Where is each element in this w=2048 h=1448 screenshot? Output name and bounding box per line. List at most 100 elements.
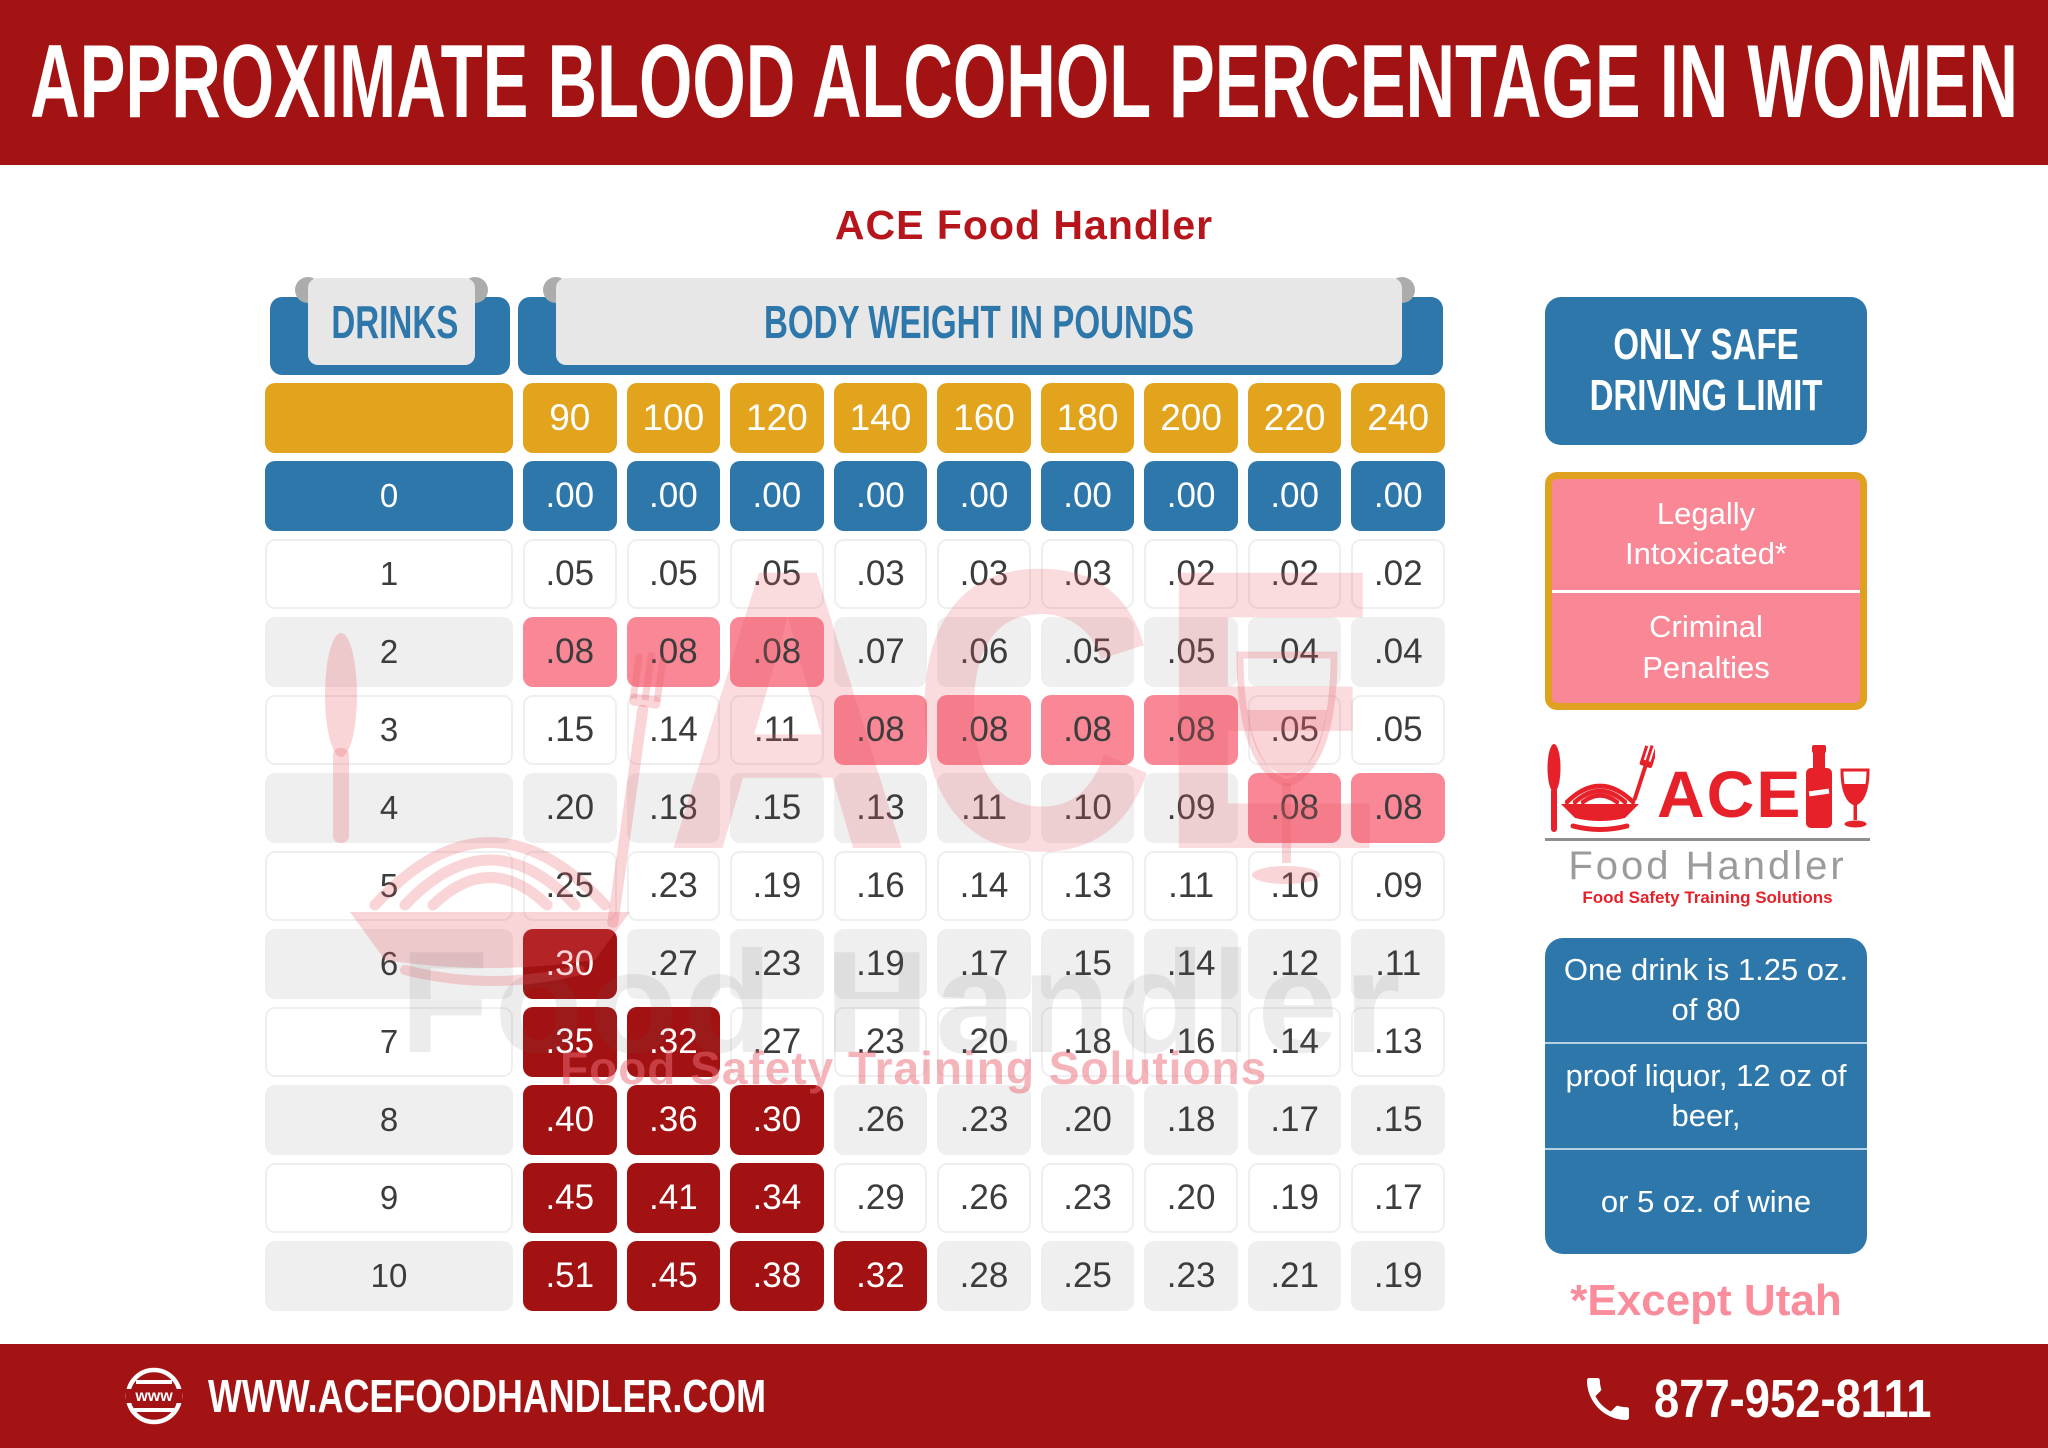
globe-www-icon: www <box>125 1367 183 1425</box>
bac-value-cell: .14 <box>937 851 1031 921</box>
bac-value-cell: .03 <box>833 539 928 609</box>
bac-value-cell: .14 <box>626 695 721 765</box>
logo-divider <box>1545 838 1870 841</box>
drinks-label-cell: 0 <box>265 461 513 531</box>
bac-value-cell: .05 <box>730 539 824 609</box>
bac-value-cell: .03 <box>937 539 1031 609</box>
legally-intoxicated-box: Legally Intoxicated* Criminal Penalties <box>1545 472 1867 710</box>
drink-info-line3: or 5 oz. of wine <box>1600 1183 1812 1219</box>
bac-value-cell: .19 <box>1351 1241 1445 1311</box>
weight-header-banner: BODY WEIGHT IN POUNDS <box>518 277 1443 375</box>
divider <box>1545 1042 1867 1044</box>
bac-value-cell: .14 <box>1144 929 1238 999</box>
drink-info-line1: One drink is 1.25 oz. of 80 <box>1563 951 1849 1027</box>
bac-value-cell: .20 <box>523 773 617 843</box>
drink-size-info-box: One drink is 1.25 oz. of 80 proof liquor… <box>1545 938 1867 1254</box>
drinks-header-banner: DRINKS <box>270 277 510 375</box>
bac-value-cell: .00 <box>833 461 928 531</box>
bac-value-cell: .18 <box>1144 1085 1238 1155</box>
weight-header-cell: 120 <box>730 383 824 453</box>
bac-value-cell: .05 <box>1144 617 1238 687</box>
footer-band <box>0 1344 2048 1448</box>
safe-driving-limit-box: ONLY SAFE DRIVING LIMIT <box>1545 297 1867 445</box>
bac-value-cell: .23 <box>1040 1163 1135 1233</box>
logo-bottle-glass-icon <box>1806 745 1870 828</box>
drinks-label-cell: 10 <box>265 1241 513 1311</box>
header-band: APPROXIMATE BLOOD ALCOHOL PERCENTAGE IN … <box>0 0 2048 165</box>
drinks-label-cell: 4 <box>265 773 513 843</box>
banner-paper: DRINKS <box>308 278 475 365</box>
bac-value-cell: .16 <box>1144 1007 1238 1077</box>
bac-value-cell: .10 <box>1247 851 1342 921</box>
bac-value-cell: .08 <box>730 617 824 687</box>
bac-value-cell: .19 <box>1247 1163 1342 1233</box>
bac-value-cell: .00 <box>1247 461 1342 531</box>
logo-tagline: Food Safety Training Solutions <box>1582 888 1833 907</box>
bac-value-cell: .05 <box>626 539 721 609</box>
bac-value-cell: .00 <box>937 461 1031 531</box>
bac-value-cell: .00 <box>1040 461 1135 531</box>
bac-value-cell: .11 <box>1351 929 1445 999</box>
weight-header-cell: 140 <box>833 383 928 453</box>
banner-paper: BODY WEIGHT IN POUNDS <box>556 278 1402 365</box>
bac-value-cell: .35 <box>523 1007 617 1077</box>
bac-value-cell: .03 <box>1040 539 1135 609</box>
bac-value-cell: .00 <box>1144 461 1238 531</box>
bac-value-cell: .11 <box>937 773 1031 843</box>
bac-value-cell: .25 <box>1040 1241 1135 1311</box>
bac-table: DRINKS BODY WEIGHT IN POUNDS 90 10 0 120 140… <box>265 270 1445 1320</box>
divider <box>1545 1148 1867 1150</box>
legally-intoxicated-label: Legally Intoxicated* <box>1625 495 1787 572</box>
weight-header-cell: 180 <box>1040 383 1135 453</box>
phone-number: 877-952-8111 <box>1580 1368 1984 1430</box>
bac-grid: 90 100 120 140 160 180 200 220 240 0.00.00.00.00.… <box>265 383 1445 1311</box>
logo-wordmark: Food Handler <box>1568 844 1847 888</box>
globe-www-label: www <box>134 1388 173 1405</box>
bac-value-cell: .30 <box>523 929 617 999</box>
weight-header-cell: 160 <box>937 383 1031 453</box>
bac-value-cell: .00 <box>523 461 617 531</box>
bac-value-cell: .32 <box>833 1241 928 1311</box>
bac-value-cell: .12 <box>1247 929 1342 999</box>
bac-value-cell: .23 <box>626 851 721 921</box>
bac-value-cell: .15 <box>523 695 617 765</box>
bac-value-cell: .15 <box>1040 929 1135 999</box>
bac-value-cell: .17 <box>1351 1163 1445 1233</box>
bac-value-cell: .08 <box>937 695 1031 765</box>
bac-value-cell: .45 <box>523 1163 617 1233</box>
bac-value-cell: .02 <box>1144 539 1238 609</box>
bac-value-cell: .00 <box>1351 461 1445 531</box>
bac-value-cell: .09 <box>1144 773 1238 843</box>
bac-value-cell: .23 <box>937 1085 1031 1155</box>
bac-value-cell: .13 <box>1351 1007 1445 1077</box>
bac-value-cell: .21 <box>1247 1241 1342 1311</box>
bac-value-cell: .04 <box>1351 617 1445 687</box>
weight-header-cell: 200 <box>1144 383 1238 453</box>
bac-value-cell: .23 <box>833 1007 928 1077</box>
drinks-header-label: DRINKS <box>331 295 459 348</box>
bac-value-cell: .08 <box>1040 695 1135 765</box>
bac-value-cell: .05 <box>1351 695 1445 765</box>
bac-value-cell: .45 <box>626 1241 721 1311</box>
bac-value-cell: .18 <box>626 773 721 843</box>
bac-value-cell: .16 <box>833 851 928 921</box>
bac-value-cell: .41 <box>626 1163 721 1233</box>
bac-value-cell: .08 <box>833 695 928 765</box>
drinks-label-cell: 5 <box>265 851 513 921</box>
bac-value-cell: .11 <box>1144 851 1238 921</box>
phone-text: 877-952-8111 <box>1654 1369 1932 1429</box>
weight-header-cell: 90 <box>523 383 617 453</box>
website-link: www WWW.ACEFOODHANDLER.COM <box>122 1364 923 1428</box>
except-utah-footnote: *Except Utah <box>1570 1276 1842 1325</box>
safe-box-line1: ONLY SAFE <box>1613 320 1799 370</box>
bac-value-cell: .14 <box>1247 1007 1342 1077</box>
bac-value-cell: .08 <box>1351 773 1445 843</box>
bac-value-cell: .32 <box>626 1007 721 1077</box>
bac-value-cell: .20 <box>1040 1085 1135 1155</box>
weight-header-cell: 240 <box>1351 383 1445 453</box>
drinks-label-cell: 6 <box>265 929 513 999</box>
bac-value-cell: .02 <box>1351 539 1445 609</box>
weight-header-cell: 220 <box>1247 383 1342 453</box>
bac-value-cell: .08 <box>523 617 617 687</box>
